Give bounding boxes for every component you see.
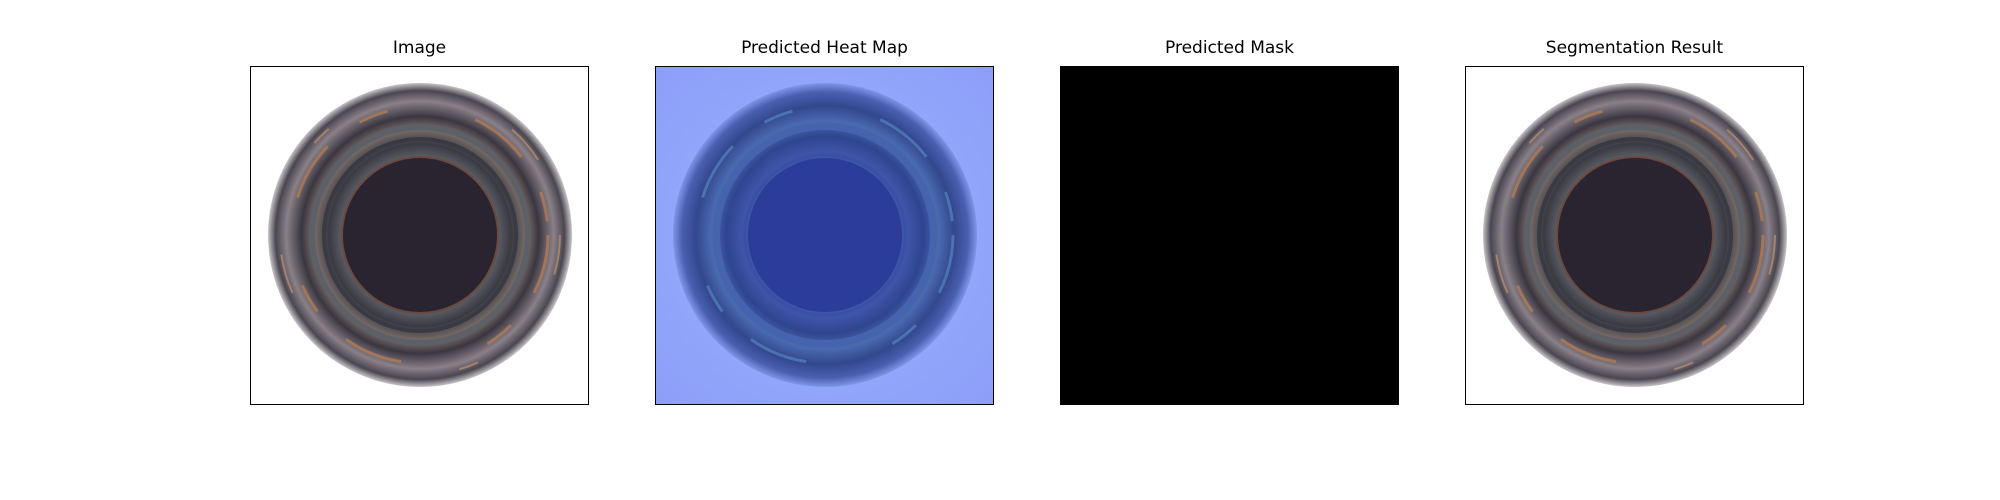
panel-title-heatmap: Predicted Heat Map	[741, 38, 908, 58]
panel-title-mask: Predicted Mask	[1165, 38, 1294, 58]
bottle-top-photo	[251, 67, 588, 404]
segmentation-frame	[1465, 66, 1804, 405]
heatmap-frame	[655, 66, 994, 405]
image-frame	[250, 66, 589, 405]
panel-heatmap: Predicted Heat Map	[655, 38, 994, 405]
heatmap-overlay	[656, 67, 993, 404]
binary-mask	[1061, 67, 1398, 404]
panel-title-segmentation: Segmentation Result	[1545, 38, 1724, 58]
panel-mask: Predicted Mask	[1060, 38, 1399, 405]
panel-title-image: Image	[392, 38, 447, 58]
panel-segmentation: Segmentation Result	[1465, 38, 1804, 405]
mask-frame	[1060, 66, 1399, 405]
segmentation-result-photo	[1466, 67, 1803, 404]
panel-image: Image	[250, 38, 589, 405]
